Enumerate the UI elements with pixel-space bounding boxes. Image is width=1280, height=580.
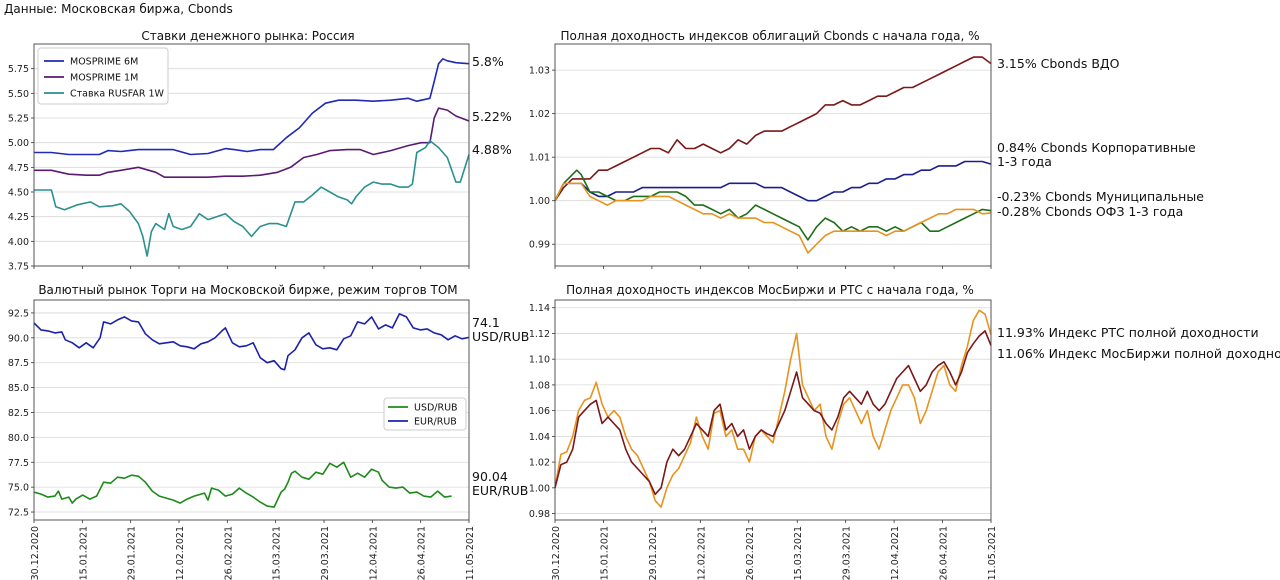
y-tick-label: 4.50 bbox=[8, 188, 29, 199]
series-line-3 bbox=[554, 182, 992, 254]
x-tick-label: 30.12.2020 bbox=[551, 526, 562, 580]
y-tick-label: 0.98 bbox=[529, 509, 550, 520]
x-tick-label: 12.04.2021 bbox=[890, 526, 901, 580]
y-tick-label: 82.5 bbox=[8, 408, 29, 419]
end-label: EUR/RUB bbox=[472, 483, 528, 498]
x-tick-label: 29.03.2021 bbox=[842, 526, 853, 580]
x-tick-label: 15.01.2021 bbox=[78, 526, 89, 580]
series-line-0 bbox=[554, 56, 992, 202]
legend-label: EUR/RUB bbox=[414, 417, 457, 428]
chart-money: Ставки денежного рынка: Россия 3.75 4.00 4.… bbox=[8, 29, 512, 273]
legend-label: USD/RUB bbox=[414, 403, 458, 414]
series-line-1 bbox=[554, 160, 992, 202]
x-tick-label: 30.12.2020 bbox=[30, 526, 41, 580]
y-tick-label: 92.5 bbox=[8, 308, 29, 319]
plot-frame bbox=[554, 299, 992, 521]
chart-title: Полная доходность индексов облигаций Cbo… bbox=[560, 29, 979, 43]
y-tick-label: 1.02 bbox=[529, 458, 550, 469]
legend-label: MOSPRIME 1M bbox=[70, 73, 138, 84]
y-tick-label: 4.75 bbox=[8, 163, 29, 174]
y-tick-label: 1.04 bbox=[529, 432, 550, 443]
y-tick-label: 77.5 bbox=[8, 458, 29, 469]
series-line-0 bbox=[34, 58, 470, 156]
y-tick-label: 5.75 bbox=[8, 64, 29, 75]
chart-fx: Валютный рынок Торги на Московской бирже… bbox=[8, 283, 530, 580]
x-tick-label: 29.03.2021 bbox=[320, 526, 331, 580]
series-line-0 bbox=[33, 461, 452, 508]
y-tick-label: 1.12 bbox=[529, 329, 550, 340]
x-tick-label: 15.03.2021 bbox=[272, 526, 283, 580]
x-tick-label: 12.04.2021 bbox=[368, 526, 379, 580]
series-line-0 bbox=[554, 309, 992, 508]
x-tick-label: 15.01.2021 bbox=[599, 526, 610, 580]
end-label: USD/RUB bbox=[472, 329, 529, 344]
series-line-1 bbox=[33, 313, 470, 371]
y-tick-label: 1.10 bbox=[529, 355, 550, 366]
chart-equity: Полная доходность индексов МосБиржи и РТ… bbox=[529, 283, 1280, 580]
x-tick-label: 26.02.2021 bbox=[745, 526, 756, 580]
y-tick-label: 75.0 bbox=[8, 483, 29, 494]
x-tick-label: 11.05.2021 bbox=[465, 526, 476, 580]
plot-frame bbox=[33, 299, 470, 521]
plot-frame bbox=[554, 43, 992, 267]
y-tick-label: 5.00 bbox=[8, 138, 29, 149]
series-line-1 bbox=[554, 330, 992, 496]
x-tick-label: 29.01.2021 bbox=[127, 526, 138, 580]
y-tick-label: 1.08 bbox=[529, 380, 550, 391]
y-tick-label: 87.5 bbox=[8, 358, 29, 369]
x-tick-label: 29.01.2021 bbox=[648, 526, 659, 580]
y-tick-label: 1.00 bbox=[529, 196, 550, 207]
y-tick-label: 1.14 bbox=[529, 303, 550, 314]
end-label: 11.06% Индекс МосБиржи полной доходности bbox=[997, 346, 1280, 361]
legend-label: MOSPRIME 6M bbox=[70, 57, 138, 68]
y-tick-label: 5.25 bbox=[8, 114, 29, 125]
chart-title: Валютный рынок Торги на Московской бирже… bbox=[38, 283, 457, 297]
y-tick-label: 72.5 bbox=[8, 508, 29, 519]
x-tick-label: 12.02.2021 bbox=[175, 526, 186, 580]
source-note: Данные: Московская биржа, Cbonds bbox=[4, 2, 233, 16]
end-label: 5.8% bbox=[472, 54, 504, 69]
legend-box bbox=[37, 47, 169, 105]
y-tick-label: 1.01 bbox=[529, 153, 550, 164]
y-tick-label: 1.06 bbox=[529, 406, 550, 417]
end-label: -0.23% Cbonds Муниципальные bbox=[997, 189, 1204, 204]
y-tick-label: 0.99 bbox=[529, 240, 550, 251]
series-line-2 bbox=[34, 139, 470, 257]
y-tick-label: 4.00 bbox=[8, 237, 29, 248]
x-tick-label: 15.03.2021 bbox=[793, 526, 804, 580]
y-tick-label: 85.0 bbox=[8, 383, 29, 394]
y-tick-label: 1.03 bbox=[529, 66, 550, 77]
y-tick-label: 1.02 bbox=[529, 109, 550, 120]
series-line-2 bbox=[554, 169, 992, 241]
plot-frame bbox=[33, 43, 470, 267]
end-label: 0.84% Cbonds Корпоративные bbox=[997, 140, 1196, 155]
chart-title: Полная доходность индексов МосБиржи и РТ… bbox=[566, 283, 974, 297]
end-label: 1-3 года bbox=[997, 154, 1052, 169]
end-label: 90.04 bbox=[472, 469, 508, 484]
x-tick-label: 12.02.2021 bbox=[696, 526, 707, 580]
x-tick-label: 11.05.2021 bbox=[987, 526, 998, 580]
end-label: 3.15% Cbonds ВДО bbox=[997, 56, 1120, 71]
y-tick-label: 90.0 bbox=[8, 333, 29, 344]
end-label: 74.1 bbox=[472, 315, 500, 330]
y-tick-label: 5.50 bbox=[8, 89, 29, 100]
x-tick-label: 26.02.2021 bbox=[223, 526, 234, 580]
end-label: -0.28% Cbonds ОФЗ 1-3 года bbox=[997, 204, 1183, 219]
y-tick-label: 4.25 bbox=[8, 212, 29, 223]
chart-bonds: Полная доходность индексов облигаций Cbo… bbox=[529, 29, 1204, 269]
legend-label: Ставка RUSFAR 1W bbox=[70, 89, 165, 100]
x-tick-label: 26.04.2021 bbox=[417, 526, 428, 580]
legend-box bbox=[383, 397, 467, 431]
end-label: 11.93% Индекс РТС полной доходности bbox=[997, 325, 1259, 340]
chart-title: Ставки денежного рынка: Россия bbox=[141, 29, 354, 43]
x-tick-label: 26.04.2021 bbox=[939, 526, 950, 580]
end-label: 4.88% bbox=[472, 142, 512, 157]
y-tick-label: 80.0 bbox=[8, 433, 29, 444]
y-tick-label: 3.75 bbox=[8, 262, 29, 273]
end-label: 5.22% bbox=[472, 109, 512, 124]
y-tick-label: 1.00 bbox=[529, 483, 550, 494]
